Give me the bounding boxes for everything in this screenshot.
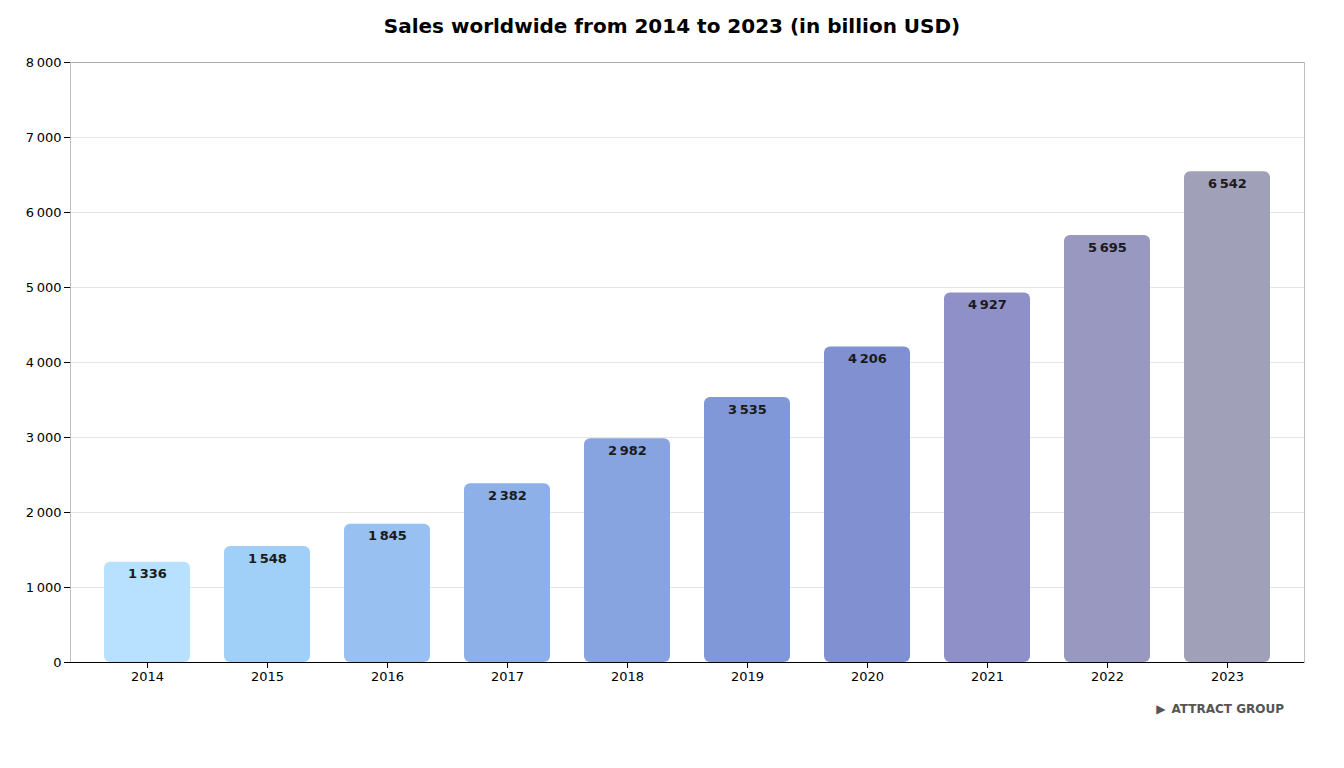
svg-text:2018: 2018 (611, 669, 644, 684)
svg-text:2019: 2019 (731, 669, 764, 684)
svg-text:6 000: 6 000 (26, 205, 62, 220)
svg-text:1 336: 1 336 (128, 566, 167, 581)
svg-text:2 382: 2 382 (488, 488, 527, 503)
html-text:ATTRACT GROUP: ATTRACT GROUP (1171, 702, 1284, 716)
svg-text:5 000: 5 000 (26, 280, 62, 295)
svg-text:2014: 2014 (131, 669, 164, 684)
svg-text:3 000: 3 000 (26, 430, 62, 445)
svg-text:5 695: 5 695 (1088, 240, 1127, 255)
svg-text:4 206: 4 206 (848, 351, 887, 366)
svg-text:1 548: 1 548 (248, 551, 287, 566)
svg-text:0: 0 (53, 655, 61, 670)
svg-text:3 535: 3 535 (728, 402, 767, 417)
svg-text:6 542: 6 542 (1208, 176, 1247, 191)
svg-text:2 982: 2 982 (608, 443, 647, 458)
svg-text:4 000: 4 000 (26, 355, 62, 370)
svg-text:8 000: 8 000 (26, 55, 62, 70)
svg-text:2021: 2021 (971, 669, 1004, 684)
svg-text:2023: 2023 (1211, 669, 1244, 684)
svg-text:2016: 2016 (371, 669, 404, 684)
svg-text:1 000: 1 000 (26, 580, 62, 595)
svg-text:2022: 2022 (1091, 669, 1124, 684)
svg-text:4 927: 4 927 (968, 297, 1007, 312)
svg-text:2017: 2017 (491, 669, 524, 684)
svg-text:2020: 2020 (851, 669, 884, 684)
svg-text:1 845: 1 845 (368, 528, 407, 543)
svg-text:7 000: 7 000 (26, 130, 62, 145)
svg-text:2015: 2015 (251, 669, 284, 684)
html-text:Sales worldwide from 2014 to 2: Sales worldwide from 2014 to 2023 (in bi… (383, 14, 961, 38)
svg-text:2 000: 2 000 (26, 505, 62, 520)
